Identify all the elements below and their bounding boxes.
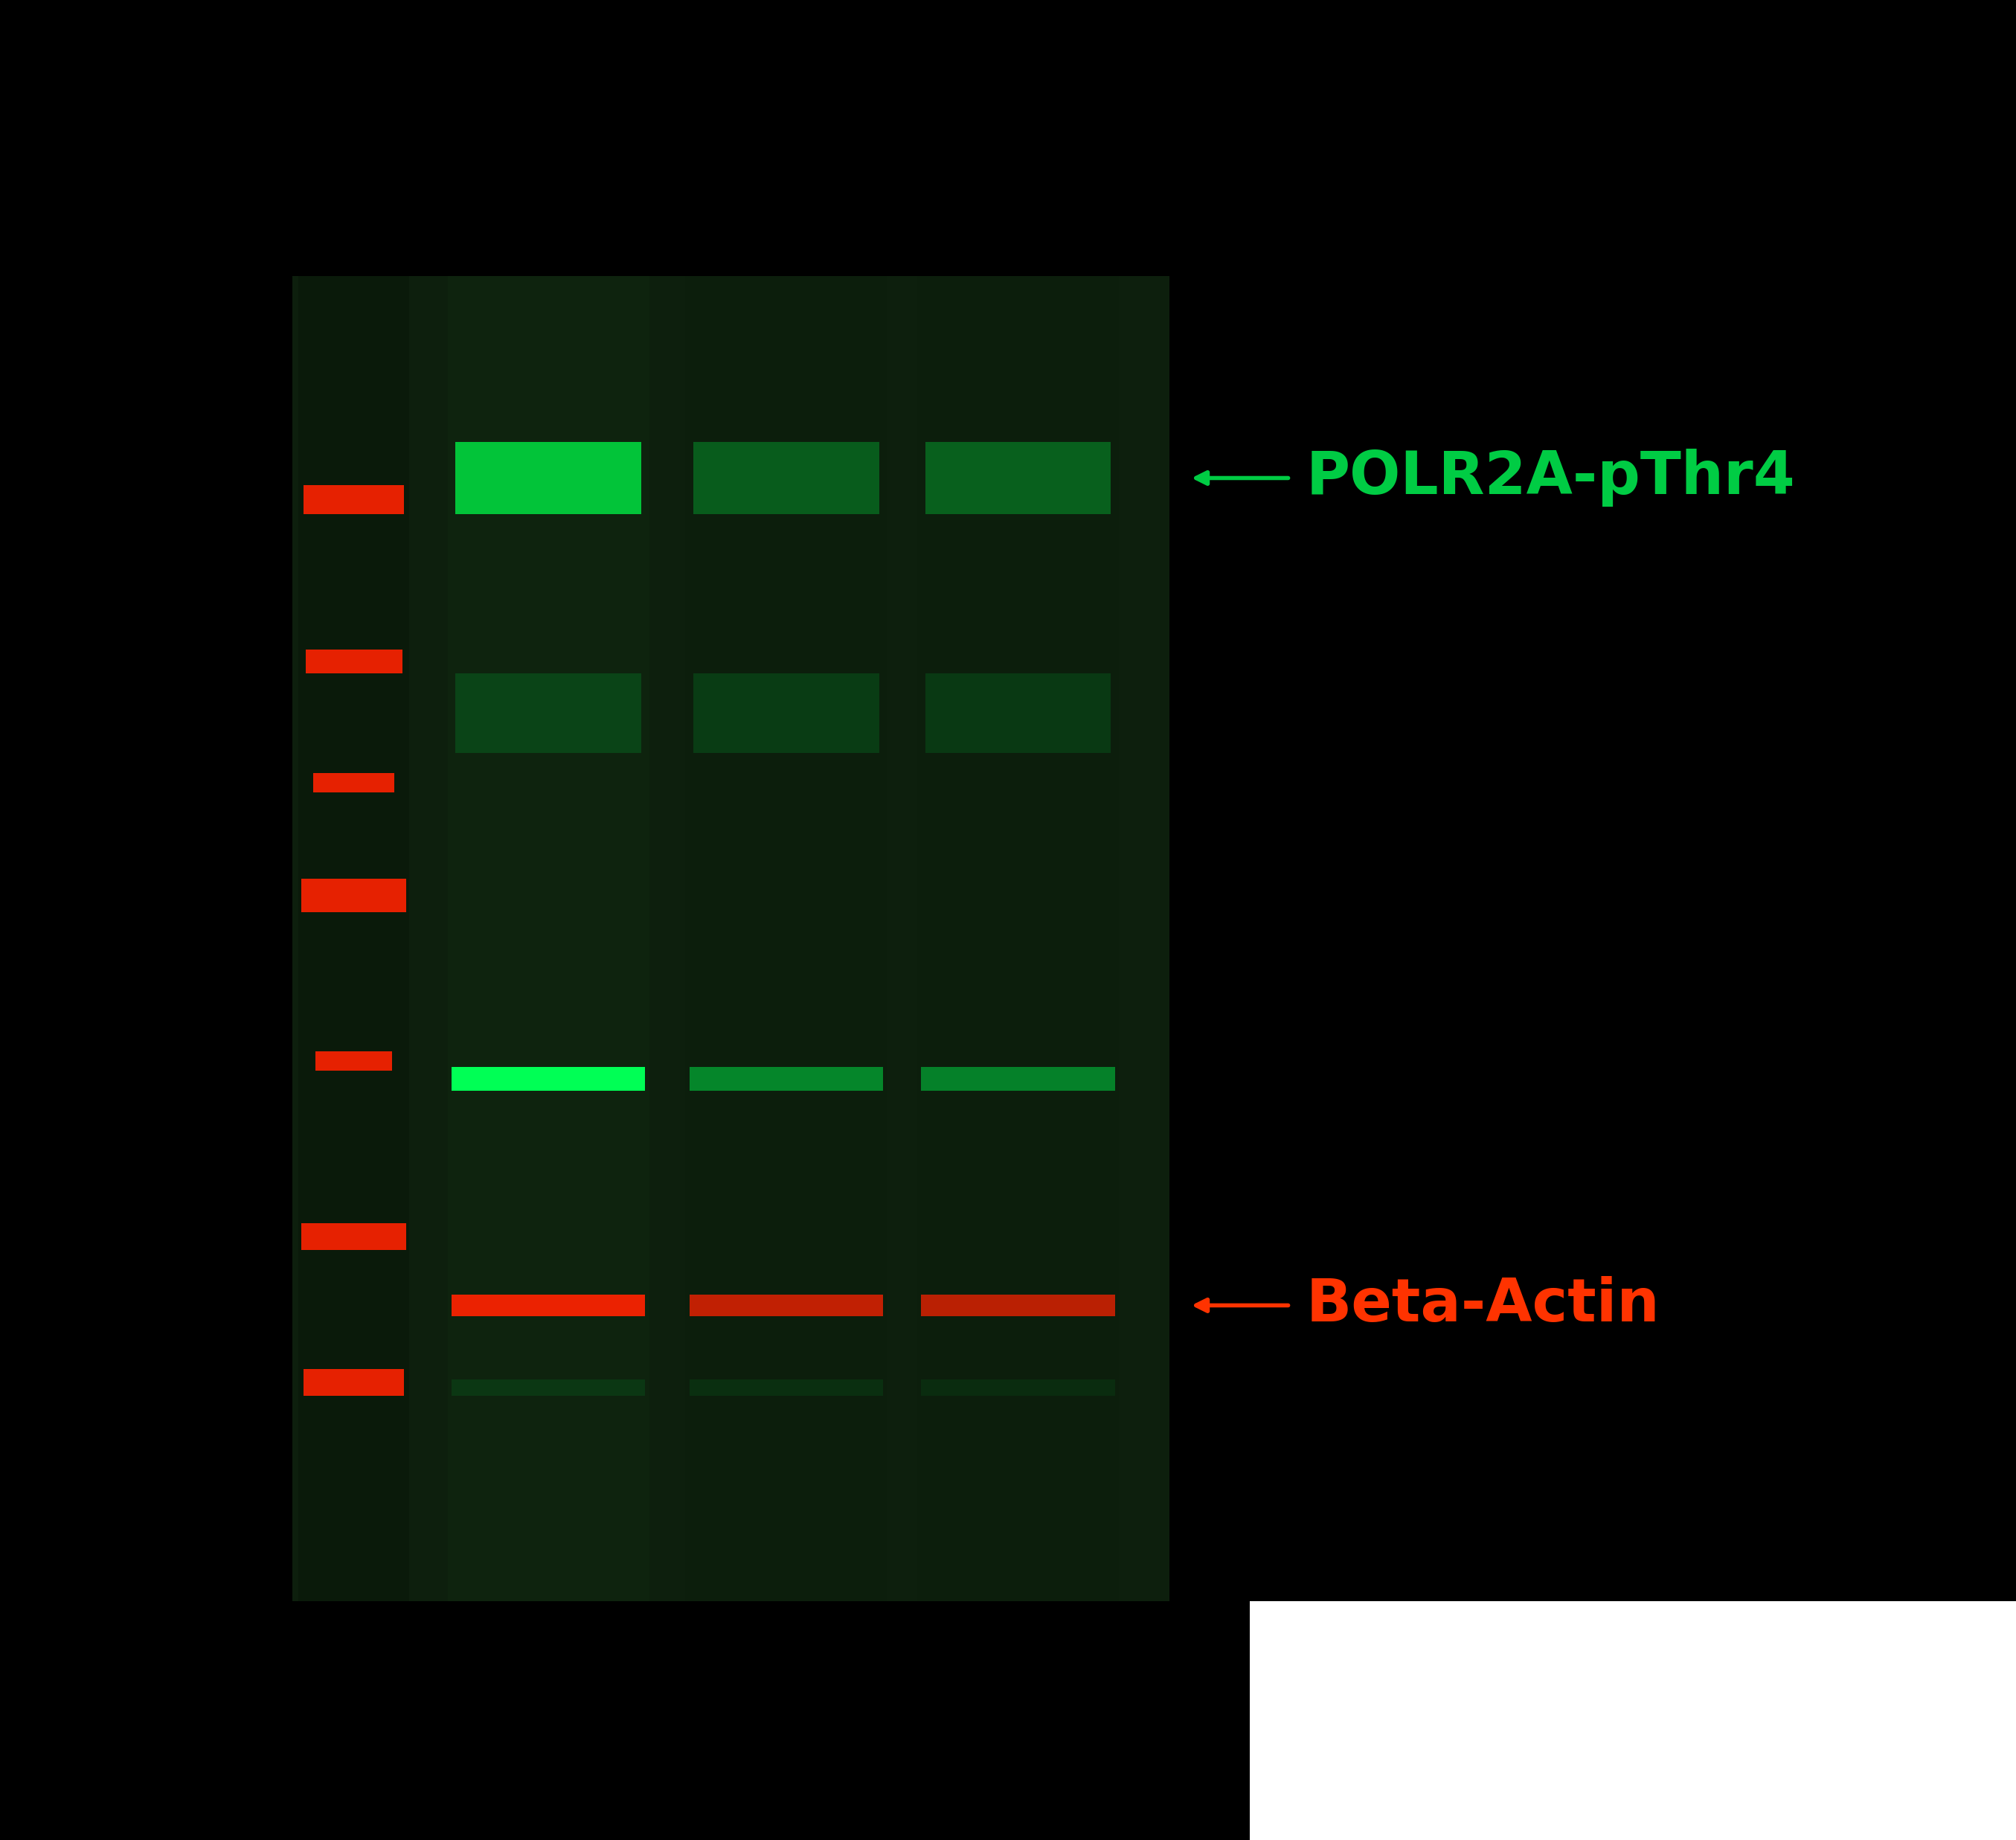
Bar — [917, 276, 1119, 1601]
Bar — [312, 773, 393, 793]
Bar — [689, 1295, 883, 1316]
Bar — [302, 486, 403, 515]
Bar — [694, 442, 879, 515]
Bar — [452, 1067, 645, 1091]
Bar — [452, 1380, 645, 1395]
Bar — [921, 1295, 1115, 1316]
Bar — [689, 1067, 883, 1091]
Bar — [302, 880, 405, 913]
Bar — [925, 442, 1111, 515]
Bar — [921, 1067, 1115, 1091]
Text: POLR2A-pThr4: POLR2A-pThr4 — [1306, 449, 1796, 508]
Bar — [921, 1380, 1115, 1395]
Bar — [689, 1380, 883, 1395]
Bar — [302, 1369, 403, 1395]
Bar — [456, 673, 641, 753]
Bar — [314, 1051, 391, 1071]
Bar — [306, 650, 401, 673]
Bar — [448, 276, 649, 1601]
Bar — [685, 276, 887, 1601]
Bar — [1250, 1601, 2016, 1840]
Bar — [694, 673, 879, 753]
Bar — [925, 673, 1111, 753]
Bar — [456, 442, 641, 515]
Bar — [452, 1295, 645, 1316]
Bar — [302, 1224, 405, 1249]
Bar — [298, 276, 409, 1601]
Bar — [292, 276, 1169, 1601]
Text: Beta-Actin: Beta-Actin — [1306, 1277, 1661, 1334]
